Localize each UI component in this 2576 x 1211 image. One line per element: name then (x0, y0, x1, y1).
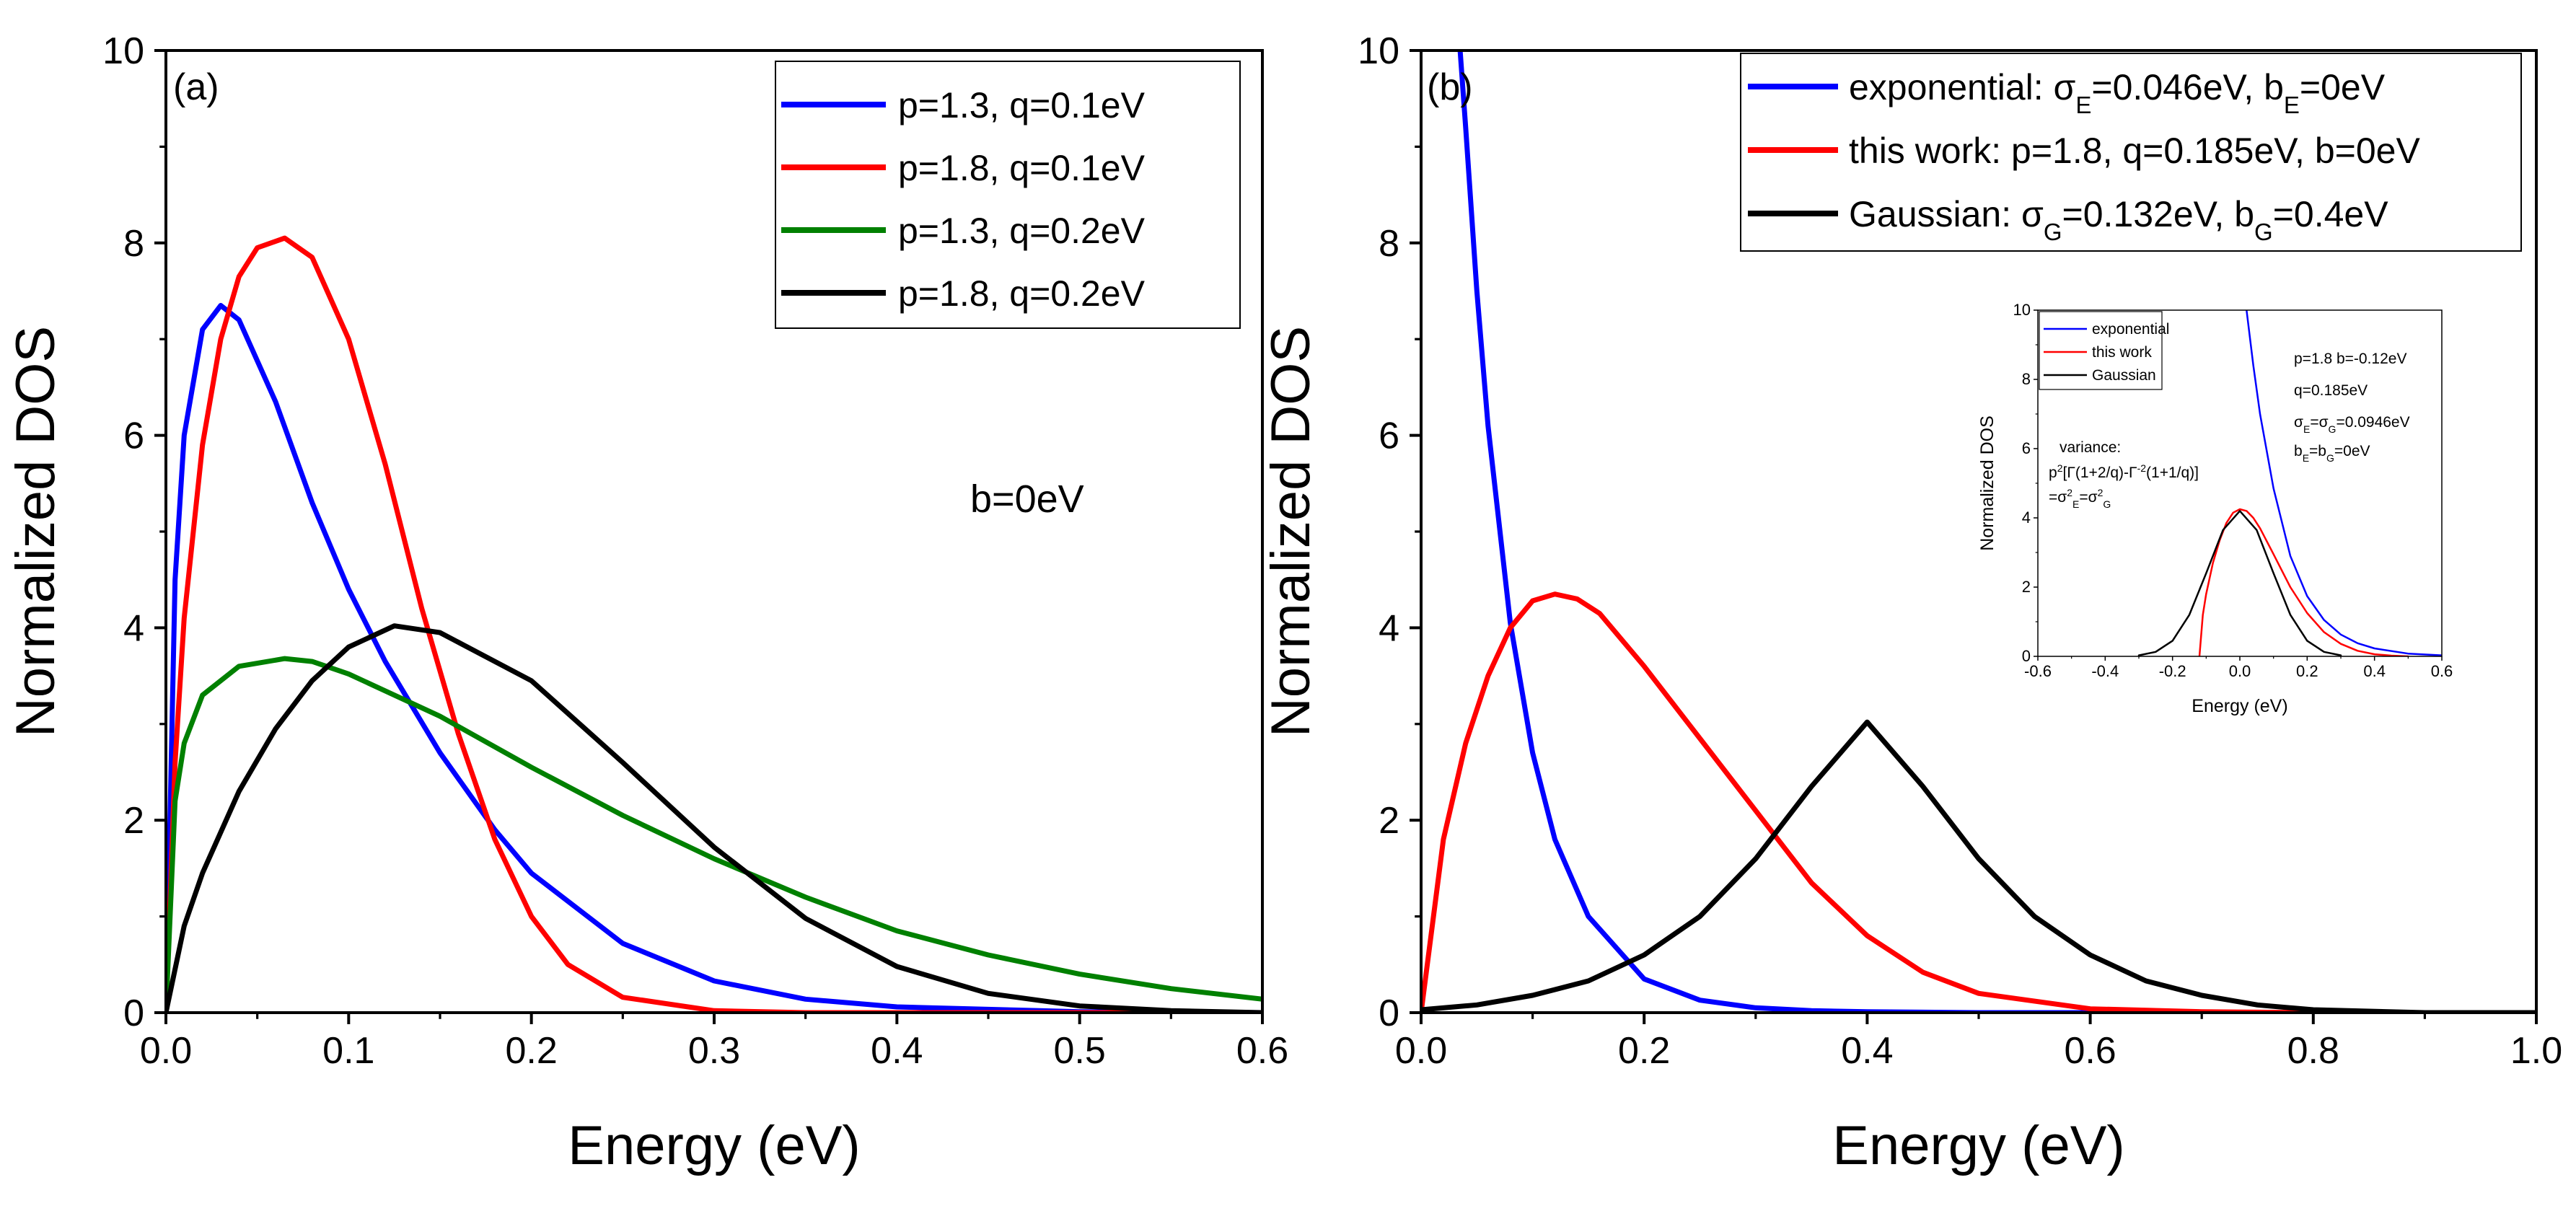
inset-note-variance-equality: =σ2E=σ2G (2049, 487, 2111, 510)
panel-b-series-line-1 (1421, 591, 2536, 1013)
panel-b-x-tick-label: 0.0 (1395, 1030, 1447, 1072)
inset-note-sigma: σE=σG=0.0946eV (2294, 414, 2410, 435)
inset-y-tick-label: 4 (2022, 508, 2031, 527)
inset-y-axis-title: Normalized DOS (1977, 415, 1997, 551)
panel-a-label: (a) (173, 66, 219, 108)
panel-a-y-tick-label: 0 (123, 992, 144, 1034)
panel-b-y-tick-label: 10 (1358, 30, 1399, 72)
legend-entry-label: p=1.3, q=0.1eV (898, 85, 1146, 125)
inset-x-tick-label: -0.4 (2091, 662, 2119, 680)
inset-x-tick-label: -0.6 (2024, 662, 2052, 680)
panel-a-x-tick-label: 0.0 (140, 1030, 192, 1072)
legend-entry-label: p=1.3, q=0.2eV (898, 211, 1146, 251)
inset-x-tick-label: -0.2 (2159, 662, 2186, 680)
inset-x-tick-label: 0.4 (2363, 662, 2386, 680)
panel-a-x-tick-label: 0.2 (506, 1030, 558, 1072)
panel-b: 0.0 0.2 0.4 0.6 0.8 1.0 0 2 4 6 8 10 Energy (eV) Norm… (1260, 30, 2562, 1176)
inset-x-tick-label: 0.6 (2431, 662, 2453, 680)
inset-y-tick-label: 6 (2022, 439, 2031, 457)
panel-b-x-tick-label: 0.6 (2064, 1030, 2116, 1072)
panel-b-label: (b) (1427, 66, 1473, 108)
panel-b-x-tick-label: 1.0 (2510, 1030, 2562, 1072)
panel-b-y-axis-title: Normalized DOS (1260, 326, 1322, 737)
panel-a-annotation: b=0eV (970, 477, 1084, 521)
inset-legend: exponential this work Gaussian (2039, 311, 2169, 390)
inset-note-variance-formula: p2[Γ(1+2/q)-Γ-2(1+1/q)] (2049, 462, 2199, 481)
inset-y-tick-label: 0 (2022, 647, 2031, 665)
legend-entry-label: Gaussian: σG=0.132eV, bG=0.4eV (1849, 194, 2388, 245)
inset-x-axis-title: Energy (eV) (2192, 696, 2287, 716)
panel-a-y-axis-title: Normalized DOS (5, 326, 66, 737)
inset-note-b: bE=bG=0eV (2294, 443, 2370, 464)
legend-entry-label: this work: p=1.8, q=0.185eV, b=0eV (1849, 131, 2420, 171)
inset-plot-area (2137, 310, 2442, 656)
panel-b-y-tick-label: 8 (1379, 223, 1399, 265)
panel-b-y-tick-label: 6 (1379, 415, 1399, 457)
inset-legend-box (2039, 311, 2163, 390)
panel-a-y-tick-label: 6 (123, 415, 144, 457)
panel-a-y-tick-label: 10 (102, 30, 144, 72)
inset-x-tick-label: 0.2 (2296, 662, 2318, 680)
panel-a-x-tick-label: 0.6 (1236, 1030, 1288, 1072)
panel-b-x-tick-label: 0.2 (1618, 1030, 1670, 1072)
panel-a-y-tick-label: 2 (123, 800, 144, 842)
inset-y-tick-label: 8 (2022, 370, 2031, 388)
panel-b-x-tick-label: 0.4 (1841, 1030, 1893, 1072)
panel-a-x-axis-title: Energy (eV) (568, 1115, 861, 1176)
panel-a-x-tick-label: 0.4 (871, 1030, 923, 1072)
panel-a-series-line-1 (166, 235, 1262, 1013)
panel-b-legend-box (1740, 53, 2522, 252)
inset-note-variance-label: variance: (2060, 439, 2121, 456)
panel-a: 0.0 0.1 0.2 0.3 0.4 0.5 0.6 0 2 4 6 8 10 Energy (eV) N… (5, 30, 1288, 1176)
legend-entry-label: exponential: σE=0.046eV, bE=0eV (1849, 67, 2386, 118)
panel-a-series-line-2 (166, 656, 1262, 1013)
panel-a-legend: p=1.3, q=0.1eV p=1.8, q=0.1eV p=1.3, q=0.2… (775, 61, 1241, 329)
panel-a-y-tick-label: 8 (123, 223, 144, 265)
panel-a-series-line-3 (166, 623, 1262, 1013)
inset-series-line-1 (2198, 508, 2409, 656)
inset-legend-label: exponential (2092, 321, 2169, 338)
inset-x-tick-label: 0.0 (2229, 662, 2251, 680)
panel-a-x-tick-label: 0.3 (688, 1030, 740, 1072)
panel-a-x-tick-label: 0.1 (322, 1030, 374, 1072)
inset-y-tick-label: 10 (2013, 301, 2031, 319)
panel-a-series-line-0 (166, 303, 1262, 1013)
panel-a-plot-area (166, 235, 1262, 1013)
panel-b-y-tick-label: 4 (1379, 607, 1399, 649)
inset-series-line-2 (2137, 510, 2342, 656)
panel-b-series-line-2 (1421, 719, 2536, 1013)
panel-b-x-tick-label: 0.8 (2287, 1030, 2339, 1072)
inset-legend-label: this work (2092, 344, 2152, 361)
inset-legend-label: Gaussian (2092, 367, 2156, 384)
legend-entry-label: p=1.8, q=0.2eV (898, 273, 1146, 314)
panel-b-x-axis-title: Energy (eV) (1832, 1115, 2125, 1176)
panel-b-y-tick-label: 2 (1379, 800, 1399, 842)
inset: -0.6 -0.4 -0.2 0.0 0.2 0.4 0.6 0 2 4 6 8 10 Energy (e… (1977, 301, 2453, 716)
inset-note-params: p=1.8 b=-0.12eV (2294, 351, 2406, 367)
panel-b-legend: exponential: σE=0.046eV, bE=0eV this work… (1740, 53, 2522, 252)
inset-note-q: q=0.185eV (2294, 382, 2368, 399)
inset-y-tick-label: 2 (2022, 578, 2031, 596)
panel-b-y-tick-label: 0 (1379, 992, 1399, 1034)
inset-series-line-0 (2246, 310, 2442, 656)
legend-entry-label: p=1.8, q=0.1eV (898, 148, 1146, 188)
panel-a-y-tick-label: 4 (123, 607, 144, 649)
panel-a-x-tick-label: 0.5 (1054, 1030, 1106, 1072)
